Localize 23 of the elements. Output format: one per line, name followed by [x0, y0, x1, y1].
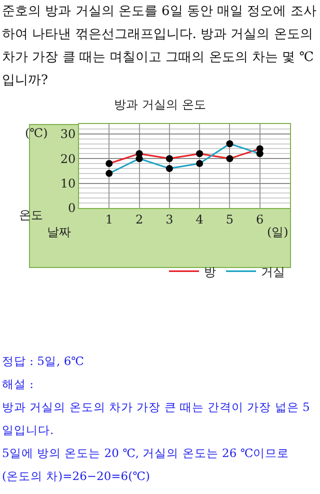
x-axis-title: (일): [267, 225, 288, 239]
text: 날짜: [47, 225, 71, 239]
text: 정답 : 5일, 6℃: [2, 353, 85, 370]
text: 해설 :: [2, 376, 35, 393]
x-tick-label: 6: [256, 212, 264, 226]
x-tick-label: 1: [105, 212, 113, 226]
x-tick-label: 2: [135, 212, 144, 226]
chart-title: 방과 거실의 온도: [114, 97, 206, 112]
legend-label: 방: [204, 264, 216, 279]
text: 방과 거실의 온도의 차가 가장 큰 때는 간격이 가장 넓은 5일입니다.: [2, 399, 311, 439]
y-tick-label: 10: [60, 176, 76, 190]
x-tick-label: 3: [166, 212, 174, 226]
y-tick-label: 0: [68, 201, 76, 216]
text: 온도: [19, 208, 43, 222]
x-tick-label: 5: [226, 212, 234, 226]
text: (온도의 차)=26−20=6(℃): [2, 468, 151, 485]
text: 5일에 방의 온도는 20 ℃, 거실의 온도는 26 ℃이므로: [2, 445, 290, 462]
x-tick-label: 4: [196, 212, 204, 226]
y-tick-label: 30: [60, 127, 76, 142]
y-axis-title: (℃): [25, 126, 48, 140]
legend-label: 거실: [261, 264, 285, 279]
text: 준호의 방과 거실의 온도를 6일 동안 매일 정오에 조사하여 나타낸 꺾은선그래프입니다. 방과 거실의 온도의 차가 가장 클 때는 며칠이고 그때의 온도의 차는 몇 ℃ 입니까?: [2, 3, 318, 90]
y-tick-label: 20: [60, 152, 76, 166]
